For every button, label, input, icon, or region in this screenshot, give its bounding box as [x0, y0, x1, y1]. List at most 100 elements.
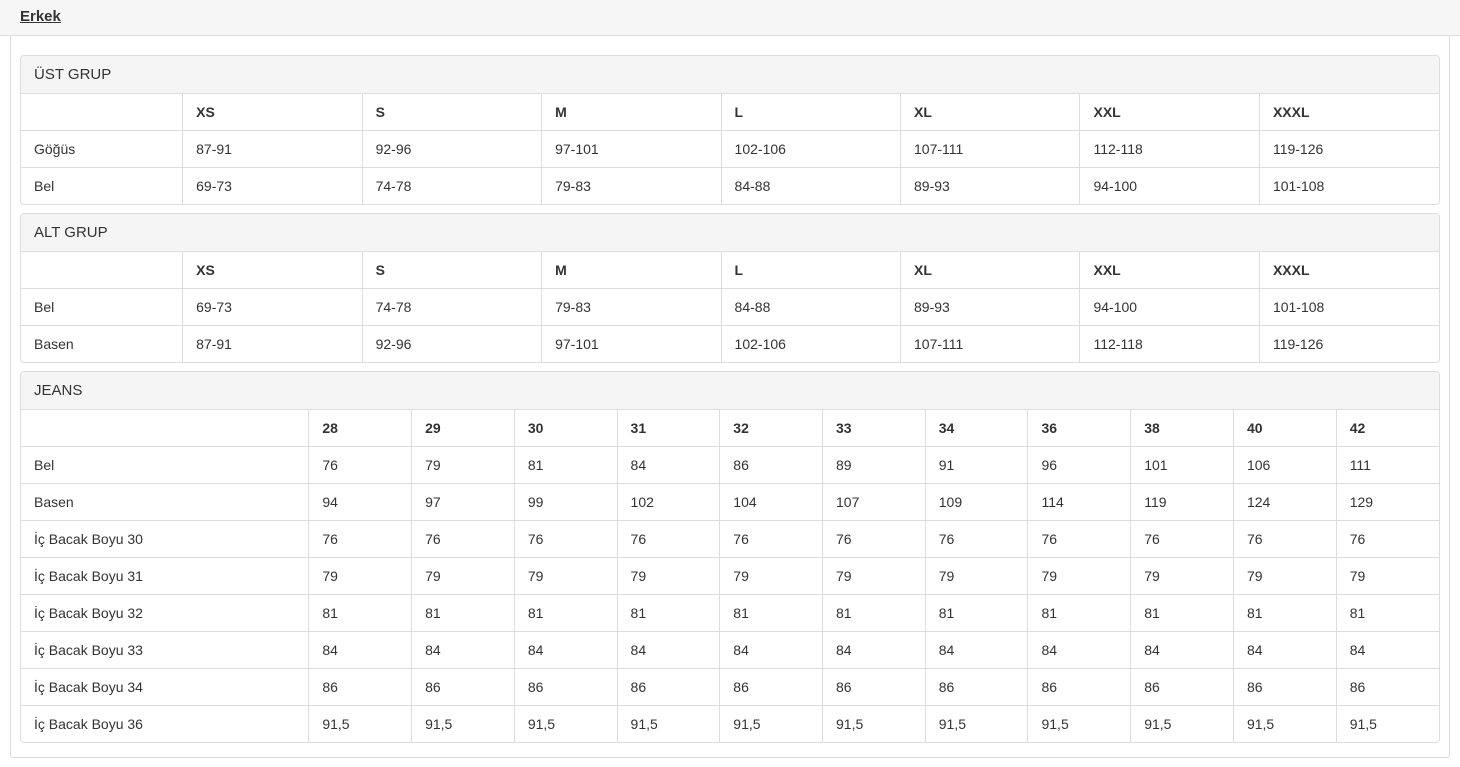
measurement-cell: 84	[1130, 631, 1234, 669]
measurement-cell: 81	[617, 594, 721, 632]
measurement-cell: 81	[822, 594, 926, 632]
measurement-cell: 81	[411, 594, 515, 632]
panel-heading: ÜST GRUP	[21, 56, 1439, 94]
measurement-cell: 81	[1130, 594, 1234, 632]
measurement-cell: 124	[1233, 483, 1337, 521]
row-label-header-cell	[21, 94, 184, 131]
measurement-cell: 76	[1027, 520, 1132, 558]
measurement-cell: 86	[1233, 668, 1337, 706]
measurement-cell: 76	[514, 520, 618, 558]
row-label: İç Bacak Boyu 30	[21, 520, 310, 558]
measurement-cell: 81	[1027, 594, 1132, 632]
measurement-cell: 86	[719, 668, 824, 706]
measurement-cell: 97-101	[541, 130, 722, 168]
measurement-cell: 86	[1027, 668, 1132, 706]
row-label-header-cell	[21, 252, 184, 289]
measurement-cell: 81	[514, 594, 618, 632]
measurement-cell: 86	[1130, 668, 1234, 706]
measurement-cell: 76	[308, 520, 413, 558]
size-column-header: 32	[719, 410, 824, 447]
measurement-cell: 91,5	[411, 705, 515, 742]
measurement-cell: 81	[514, 446, 618, 484]
measurement-cell: 119	[1130, 483, 1234, 521]
size-column-header: XS	[182, 94, 363, 131]
size-column-header: XL	[900, 252, 1081, 289]
measurement-cell: 86	[617, 668, 721, 706]
measurement-cell: 91,5	[1349, 716, 1377, 732]
table-row: Göğüs 87-91 92-96 97-101 102-106 107-111 112-1…	[21, 130, 1439, 168]
table-row: İç Bacak Boyu 36 91,5 91,5 91,5 91,5 91,5 91,5…	[21, 705, 1439, 742]
size-chart-content: ÜST GRUP XS S M L XL XXL XXXL Göğüs 87-91 92-96 9…	[10, 36, 1450, 758]
measurement-cell: 101	[1130, 446, 1234, 484]
measurement-cell: 79-83	[541, 288, 722, 326]
size-group-panel: JEANS 28 29 30 31 32 33 34 36 38 40 42 Bel 76 79 81 84…	[20, 371, 1440, 743]
measurement-cell: 79	[925, 557, 1029, 595]
size-column-header: 28	[308, 410, 413, 447]
size-column-header: XXXL	[1259, 252, 1439, 289]
row-label: Basen	[21, 483, 310, 521]
measurement-cell: 86	[411, 668, 515, 706]
size-column-header: 33	[822, 410, 926, 447]
panel-heading: ALT GRUP	[21, 214, 1439, 252]
measurement-cell: 79	[411, 557, 515, 595]
measurement-cell: 79	[1130, 557, 1234, 595]
measurement-cell: 79	[719, 557, 824, 595]
measurement-cell: 76	[1130, 520, 1234, 558]
measurement-cell: 84	[1336, 631, 1439, 669]
size-table: XS S M L XL XXL XXXL Göğüs 87-91 92-96 97-101 102-…	[21, 94, 1439, 204]
measurement-cell: 106	[1233, 446, 1337, 484]
measurement-cell: 76	[411, 520, 515, 558]
measurement-cell: 74-78	[362, 288, 543, 326]
measurement-cell: 84	[411, 631, 515, 669]
measurement-cell: 91,5	[925, 705, 1029, 742]
size-table: XS S M L XL XXL XXXL Bel 69-73 74-78 79-83 84-88 89…	[21, 252, 1439, 362]
table-row: Bel 76 79 81 84 86 89 91 96 101 106 111	[21, 446, 1439, 484]
measurement-cell: 102-106	[721, 325, 902, 362]
size-column-header: XXL	[1079, 252, 1260, 289]
size-column-header: M	[541, 252, 722, 289]
size-column-header: XXL	[1079, 94, 1260, 131]
measurement-cell: 76	[1336, 520, 1439, 558]
row-label: Bel	[21, 167, 184, 204]
size-table-header-row: 28 29 30 31 32 33 34 36 38 40 42	[21, 410, 1439, 447]
measurement-cell: 94	[308, 483, 413, 521]
measurement-cell: 79	[308, 557, 413, 595]
measurement-cell: 102-106	[721, 130, 902, 168]
measurement-cell: 129	[1336, 483, 1439, 521]
measurement-cell: 79	[411, 446, 515, 484]
measurement-cell: 81	[925, 594, 1029, 632]
measurement-cell: 84	[1233, 631, 1337, 669]
measurement-cell: 76	[719, 520, 824, 558]
size-column-header: 42	[1336, 410, 1439, 447]
table-row: Bel 69-73 74-78 79-83 84-88 89-93 94-100 101-10…	[21, 288, 1439, 326]
size-column-header: M	[541, 94, 722, 131]
size-table-header-row: XS S M L XL XXL XXXL	[21, 94, 1439, 131]
measurement-cell: 94-100	[1079, 167, 1260, 204]
measurement-cell: 91,5	[822, 705, 926, 742]
measurement-cell: 91,5	[308, 705, 413, 742]
measurement-cell: 74-78	[362, 167, 543, 204]
measurement-cell: 104	[719, 483, 824, 521]
measurement-cell: 89	[822, 446, 926, 484]
row-label-header-cell	[21, 410, 310, 447]
row-label: Bel	[21, 288, 184, 326]
table-row: İç Bacak Boyu 31 79 79 79 79 79 79 79 79 79 79 79	[21, 557, 1439, 595]
tab-erkek[interactable]: Erkek	[20, 8, 61, 25]
measurement-cell: 84	[514, 631, 618, 669]
measurement-cell: 96	[1027, 446, 1132, 484]
measurement-cell: 94-100	[1079, 288, 1260, 326]
measurement-cell: 84	[1027, 631, 1132, 669]
size-column-header: XL	[900, 94, 1081, 131]
size-column-header: 36	[1027, 410, 1132, 447]
measurement-cell: 69-73	[182, 288, 363, 326]
measurement-cell: 91,5	[1027, 705, 1132, 742]
measurement-cell: 76	[822, 520, 926, 558]
measurement-cell: 89-93	[900, 167, 1081, 204]
table-row: İç Bacak Boyu 32 81 81 81 81 81 81 81 81 81 81 81	[21, 594, 1439, 632]
measurement-cell: 79	[514, 557, 618, 595]
measurement-cell: 76	[617, 520, 721, 558]
measurement-cell: 119-126	[1259, 130, 1439, 168]
size-group-panel: ALT GRUP XS S M L XL XXL XXXL Bel 69-73 74-78 79-…	[20, 213, 1440, 363]
size-column-header: 38	[1130, 410, 1234, 447]
row-label: Basen	[21, 325, 184, 362]
